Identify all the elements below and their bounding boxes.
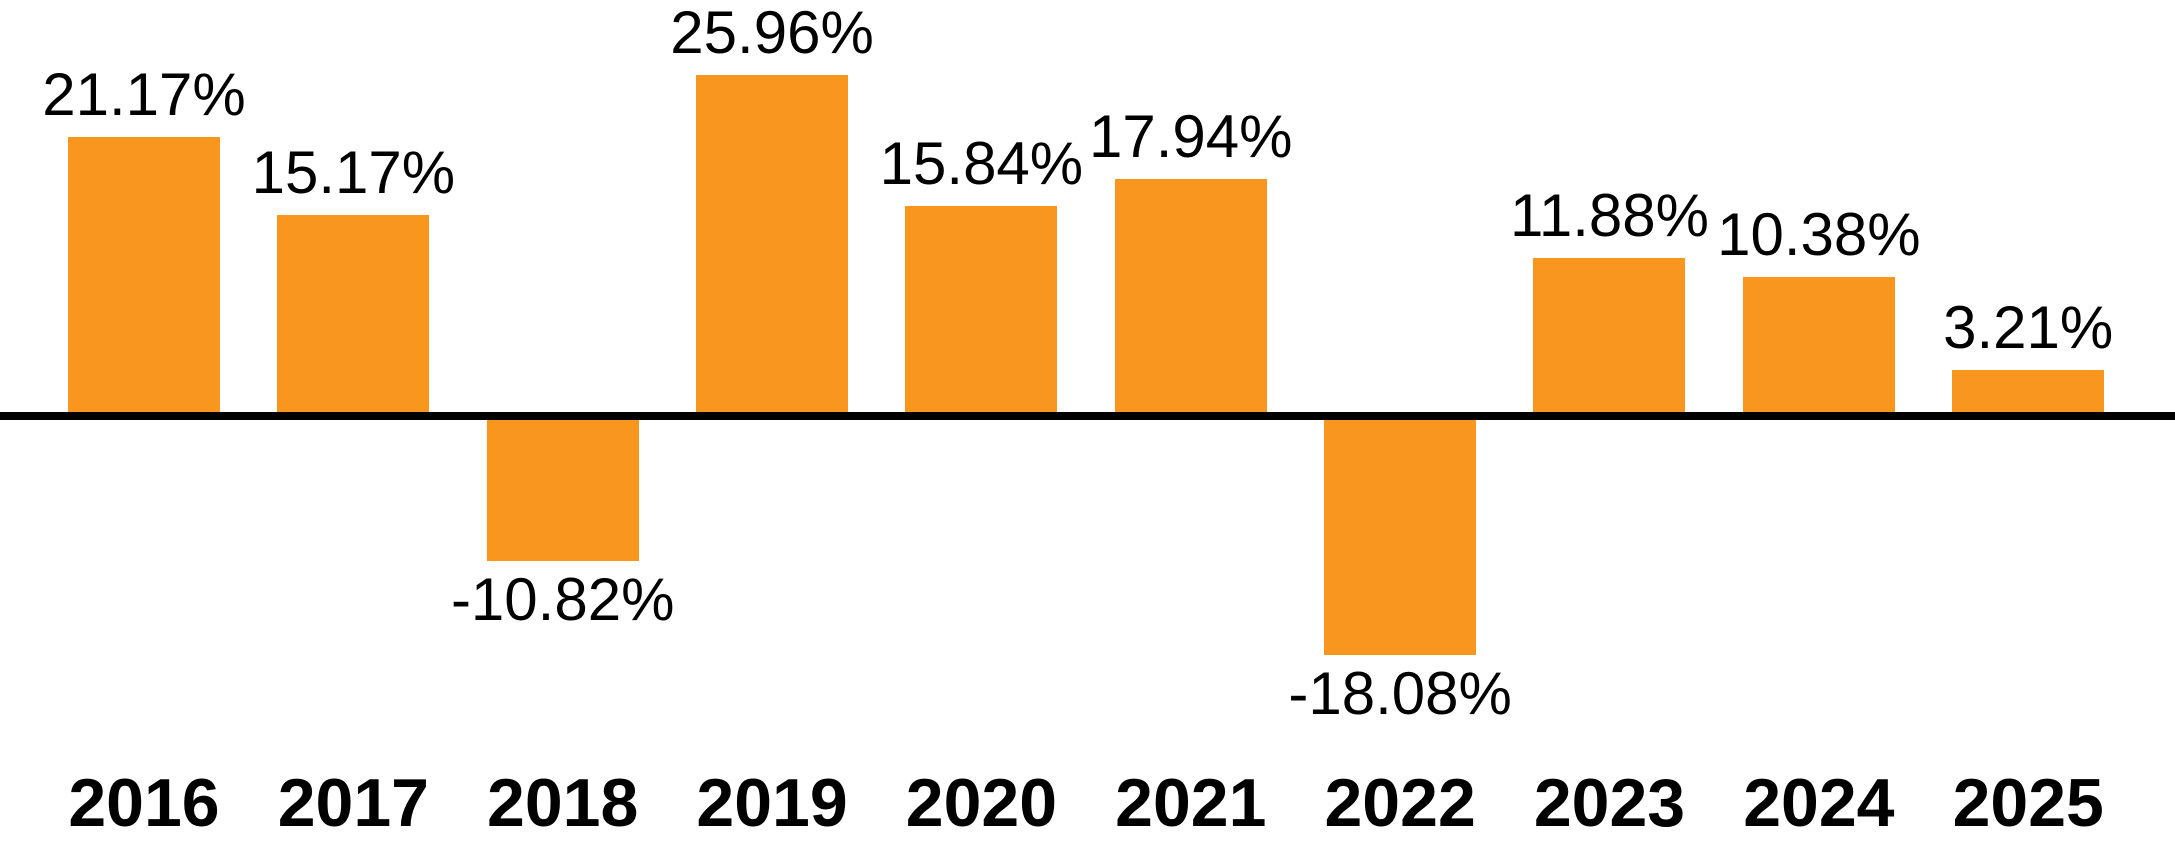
bar-slot-2020: 15.84% 2020: [877, 0, 1086, 842]
x-axis-label-2024: 2024: [1743, 765, 1895, 841]
x-axis-label-2023: 2023: [1533, 765, 1686, 841]
bar-2024: [1742, 277, 1895, 412]
x-axis-label-2016: 2016: [68, 765, 220, 841]
bar-2019: [696, 74, 849, 412]
bar-slot-2021: 17.94% 2021: [1086, 0, 1295, 842]
bar-2025: [1952, 370, 2105, 412]
bar-slot-2017: 15.17% 2017: [249, 0, 458, 842]
bar-2017: [277, 214, 430, 412]
bar-2020: [905, 206, 1058, 412]
bar-2021: [1114, 178, 1267, 412]
bar-slot-2024: 10.38% 2024: [1714, 0, 1923, 842]
x-axis-label-2025: 2025: [1952, 765, 2104, 841]
value-label-2018: -10.82%: [450, 565, 675, 633]
value-label-2017: 15.17%: [251, 138, 456, 206]
bar-slot-2019: 25.96% 2019: [667, 0, 876, 842]
bar-slot-2023: 11.88% 2023: [1505, 0, 1714, 842]
bar-2016: [67, 136, 220, 412]
bar-slot-2022: -18.08% 2022: [1288, 0, 1512, 842]
bar-2023: [1533, 257, 1686, 412]
bar-2022: [1324, 420, 1477, 656]
zero-axis-line: [0, 412, 2175, 420]
x-axis-label-2021: 2021: [1115, 765, 1267, 841]
value-label-2022: -18.08%: [1288, 660, 1512, 728]
x-axis-label-2017: 2017: [277, 765, 429, 841]
bar-slot-2025: 3.21% 2025: [1924, 0, 2133, 842]
value-label-2021: 17.94%: [1089, 102, 1293, 170]
x-axis-label-2022: 2022: [1324, 765, 1476, 841]
value-label-2023: 11.88%: [1509, 181, 1710, 249]
value-label-2024: 10.38%: [1717, 201, 1921, 269]
x-axis-label-2018: 2018: [487, 765, 639, 841]
value-label-2019: 25.96%: [670, 0, 874, 66]
bar-slot-2018: -10.82% 2018: [451, 0, 674, 842]
x-axis-label-2019: 2019: [696, 765, 848, 841]
value-label-2016: 21.17%: [42, 60, 246, 128]
x-axis-label-2020: 2020: [905, 765, 1058, 841]
value-label-2025: 3.21%: [1943, 294, 2114, 362]
bar-2018: [486, 420, 639, 561]
value-label-2020: 15.84%: [879, 130, 1084, 198]
bar-slot-2016: 21.17% 2016: [39, 0, 248, 842]
